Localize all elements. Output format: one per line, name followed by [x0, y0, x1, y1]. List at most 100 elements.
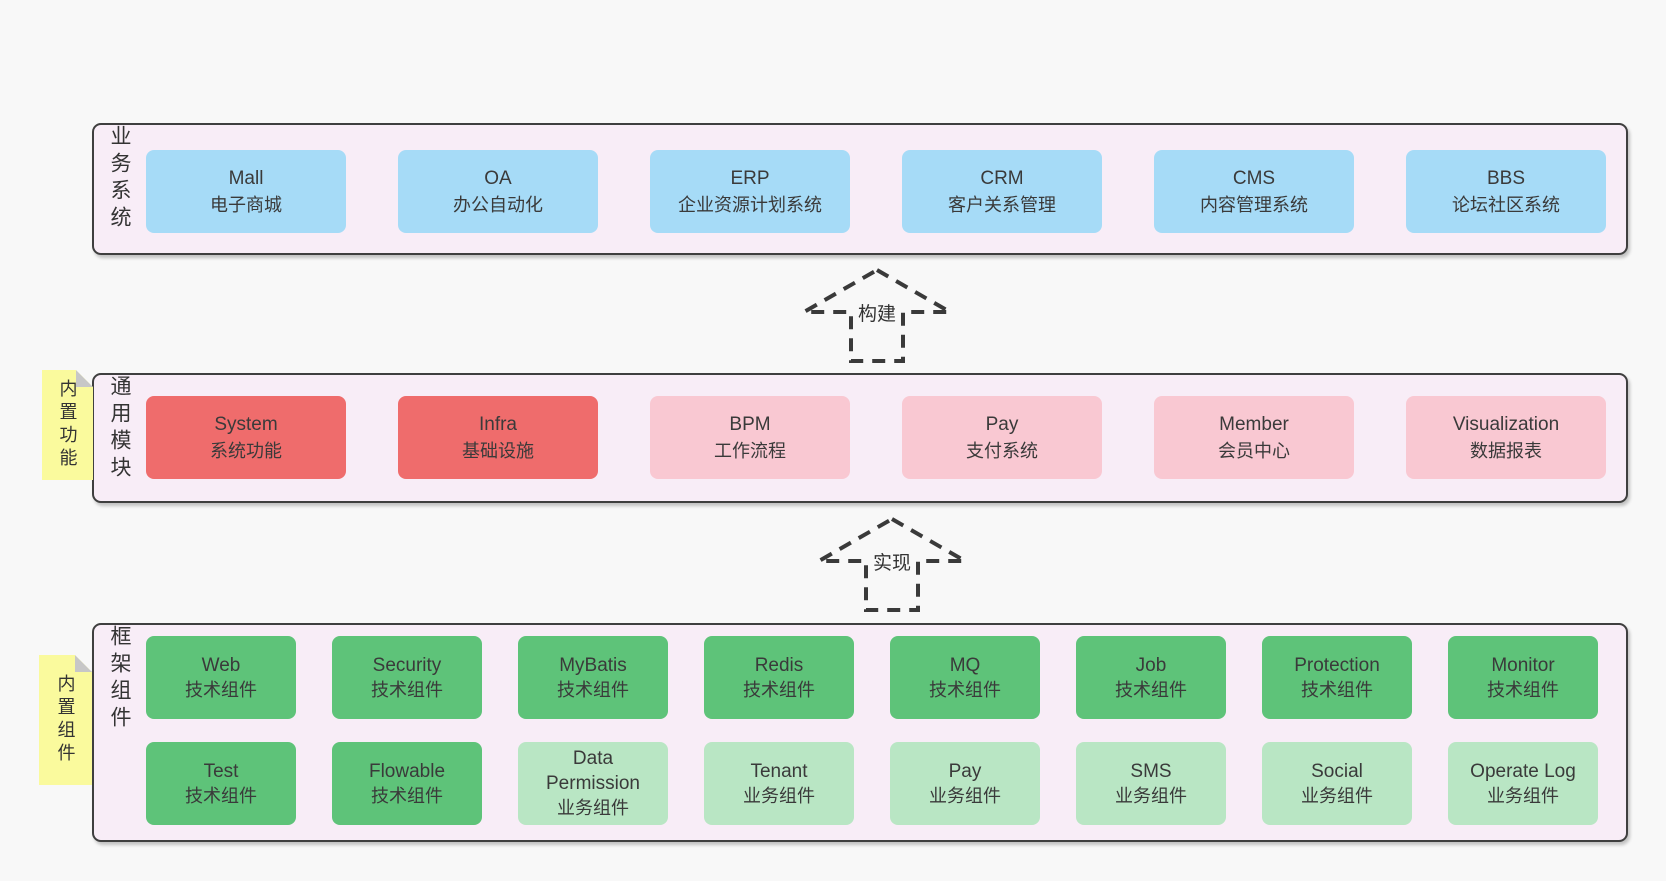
module-box-bbs: BBS 论坛社区系统 — [1406, 150, 1606, 233]
module-name: Security — [372, 654, 442, 676]
module-name: Monitor — [1491, 654, 1555, 676]
band-label-business-systems: 业务系统 — [108, 125, 131, 233]
module-name: CMS — [1232, 167, 1276, 189]
folded-corner-icon — [76, 370, 93, 387]
module-box-oa: OA 办公自动化 — [398, 150, 598, 233]
module-name: Visualization — [1452, 413, 1560, 435]
sticky-note-text: 内置功能 — [57, 379, 78, 471]
module-box-infra: Infra 基础设施 — [398, 396, 598, 479]
module-name: Infra — [478, 413, 518, 435]
module-box-protection: Protection 技术组件 — [1262, 636, 1412, 719]
module-box-redis: Redis 技术组件 — [704, 636, 854, 719]
module-name: BPM — [729, 413, 771, 435]
module-name: OA — [484, 167, 512, 189]
module-name: Redis — [754, 654, 804, 676]
framework-components-row-2: Test 技术组件 Flowable 技术组件 Data Permission 业务组件 T… — [146, 742, 1598, 825]
module-name: CRM — [980, 167, 1024, 189]
band-business-systems: 业务系统 Mall 电子商城 OA 办公自动化 ERP 企业资源计划系统 CRM 客户关系管理… — [92, 123, 1628, 255]
module-desc: 支付系统 — [966, 440, 1038, 461]
module-name: ERP — [730, 167, 770, 189]
business-systems-row: Mall 电子商城 OA 办公自动化 ERP 企业资源计划系统 CRM 客户关系管理 CMS 内容… — [146, 150, 1606, 233]
module-box-sms: SMS 业务组件 — [1076, 742, 1226, 825]
module-desc: 业务组件 — [557, 798, 629, 818]
module-name: Flowable — [368, 760, 446, 782]
build-arrow: 构建 — [801, 267, 953, 364]
module-box-social: Social 业务组件 — [1262, 742, 1412, 825]
module-desc: 工作流程 — [714, 440, 786, 461]
build-arrow-label: 构建 — [854, 298, 900, 327]
module-name: BBS — [1486, 167, 1526, 189]
band-label-framework-components: 框架组件 — [108, 625, 131, 733]
module-name: System — [214, 413, 278, 435]
module-name: Web — [201, 654, 241, 676]
up-arrow-icon — [801, 267, 953, 363]
module-name: MQ — [949, 654, 981, 676]
module-desc: 基础设施 — [462, 440, 534, 461]
module-name: MyBatis — [559, 654, 627, 676]
module-desc: 业务组件 — [1301, 785, 1373, 806]
module-desc: 业务组件 — [929, 785, 1001, 806]
module-desc: 业务组件 — [1115, 785, 1187, 806]
module-name: Protection — [1294, 654, 1380, 676]
module-box-monitor: Monitor 技术组件 — [1448, 636, 1598, 719]
module-name: Social — [1311, 760, 1363, 782]
module-box-mybatis: MyBatis 技术组件 — [518, 636, 668, 719]
module-box-pay: Pay 支付系统 — [902, 396, 1102, 479]
module-box-pay: Pay 业务组件 — [890, 742, 1040, 825]
sticky-note-text: 内置组件 — [55, 674, 76, 766]
module-box-system: System 系统功能 — [146, 396, 346, 479]
module-desc: 技术组件 — [1487, 679, 1559, 700]
folded-corner-icon — [75, 655, 92, 672]
up-arrow-icon — [816, 516, 968, 612]
module-box-visualization: Visualization 数据报表 — [1406, 396, 1606, 479]
module-desc: 业务组件 — [743, 785, 815, 806]
module-box-crm: CRM 客户关系管理 — [902, 150, 1102, 233]
module-name: Member — [1219, 413, 1289, 435]
module-box-mq: MQ 技术组件 — [890, 636, 1040, 719]
module-desc: 客户关系管理 — [948, 194, 1056, 215]
module-box-web: Web 技术组件 — [146, 636, 296, 719]
module-desc: 技术组件 — [1115, 679, 1187, 700]
module-desc: 技术组件 — [1301, 679, 1373, 700]
sticky-note-builtin-components: 内置组件 — [39, 655, 92, 785]
module-desc: 数据报表 — [1470, 440, 1542, 461]
module-desc: 技术组件 — [557, 679, 629, 700]
module-desc: 技术组件 — [929, 679, 1001, 700]
module-box-operate-log: Operate Log 业务组件 — [1448, 742, 1598, 825]
implement-arrow: 实现 — [816, 516, 968, 613]
module-box-bpm: BPM 工作流程 — [650, 396, 850, 479]
module-desc: 论坛社区系统 — [1452, 194, 1560, 215]
module-name: Tenant — [750, 760, 808, 782]
module-box-security: Security 技术组件 — [332, 636, 482, 719]
module-box-cms: CMS 内容管理系统 — [1154, 150, 1354, 233]
module-box-mall: Mall 电子商城 — [146, 150, 346, 233]
implement-arrow-label: 实现 — [869, 547, 915, 576]
band-common-modules: 通用模块 System 系统功能 Infra 基础设施 BPM 工作流程 Pay 支付系统 Me… — [92, 373, 1628, 503]
module-name: Pay — [948, 760, 982, 782]
module-name: Pay — [985, 413, 1019, 435]
module-box-job: Job 技术组件 — [1076, 636, 1226, 719]
module-desc: 电子商城 — [210, 194, 282, 215]
module-name: Test — [203, 760, 239, 782]
module-name: Job — [1135, 654, 1167, 676]
module-box-flowable: Flowable 技术组件 — [332, 742, 482, 825]
band-label-common-modules: 通用模块 — [108, 375, 131, 483]
module-desc: 企业资源计划系统 — [678, 194, 822, 215]
module-desc: 技术组件 — [743, 679, 815, 700]
module-desc: 会员中心 — [1218, 440, 1290, 461]
module-box-member: Member 会员中心 — [1154, 396, 1354, 479]
module-desc: 办公自动化 — [453, 194, 543, 215]
common-modules-row: System 系统功能 Infra 基础设施 BPM 工作流程 Pay 支付系统 Member 会… — [146, 396, 1606, 479]
band-framework-components: 框架组件 Web 技术组件 Security 技术组件 MyBatis 技术组件 Redis… — [92, 623, 1628, 842]
module-desc: 技术组件 — [371, 785, 443, 806]
module-desc: 技术组件 — [371, 679, 443, 700]
module-name: SMS — [1130, 760, 1172, 782]
module-name: Data Permission — [546, 748, 640, 794]
module-desc: 业务组件 — [1487, 785, 1559, 806]
module-desc: 技术组件 — [185, 785, 257, 806]
module-name: Operate Log — [1470, 760, 1576, 782]
module-desc: 技术组件 — [185, 679, 257, 700]
module-desc: 内容管理系统 — [1200, 194, 1308, 215]
module-name: Mall — [228, 167, 264, 189]
